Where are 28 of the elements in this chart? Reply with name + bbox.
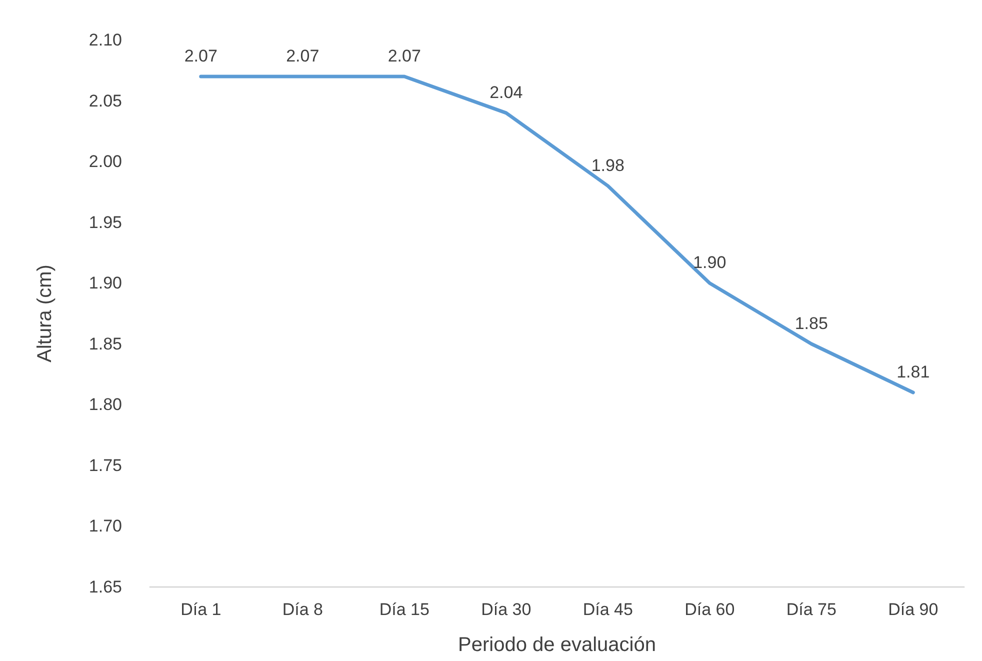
- x-tick-label: Día 1: [180, 600, 222, 619]
- x-tick-label: Día 8: [282, 600, 323, 619]
- y-tick-label: 1.95: [88, 212, 122, 232]
- x-tick-label: Día 45: [582, 600, 633, 619]
- x-axis-title: Periodo de evaluación: [458, 634, 656, 656]
- data-label: 1.98: [591, 156, 624, 175]
- x-tick-label: Día 90: [888, 600, 938, 619]
- data-label: 2.07: [184, 46, 218, 66]
- x-tick-label: Día 75: [786, 600, 836, 619]
- y-tick-label: 1.85: [88, 334, 122, 354]
- y-tick-label: 1.75: [88, 456, 122, 475]
- y-axis-title: Altura (cm): [34, 264, 56, 362]
- data-label: 1.81: [896, 362, 930, 382]
- x-tick-label: Día 60: [684, 600, 735, 619]
- data-label: 2.07: [388, 46, 421, 66]
- y-tick-label: 1.80: [88, 395, 122, 414]
- x-tick-label: Día 15: [379, 600, 430, 619]
- data-label: 1.85: [794, 314, 828, 333]
- y-tick-label: 2.00: [88, 152, 122, 172]
- y-tick-label: 1.70: [88, 516, 122, 536]
- y-tick-label: 1.65: [88, 578, 122, 596]
- y-tick-label: 2.05: [88, 91, 122, 110]
- y-tick-label: 1.90: [88, 274, 122, 293]
- x-tick-label: Día 30: [481, 600, 532, 619]
- data-label: 2.04: [490, 82, 523, 102]
- data-label: 2.07: [286, 46, 320, 66]
- data-label: 1.90: [693, 253, 726, 272]
- y-tick-label: 2.10: [88, 30, 122, 50]
